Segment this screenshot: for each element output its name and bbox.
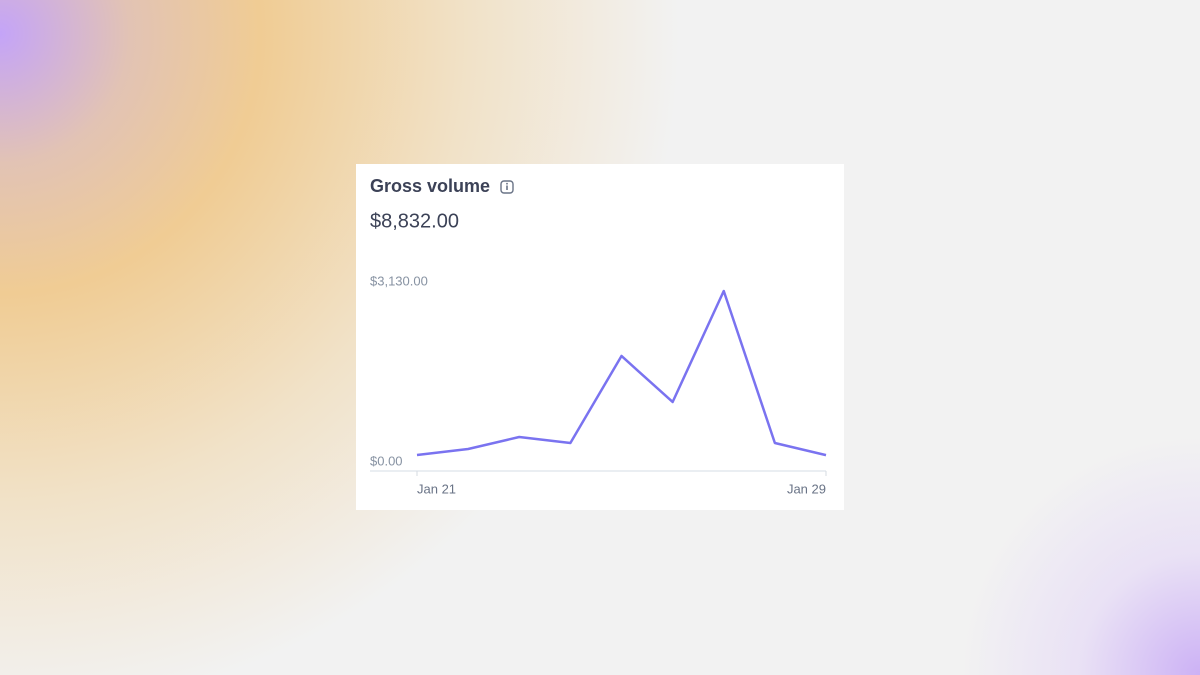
x-tick-label: Jan 29 — [787, 481, 826, 496]
x-tick-label: Jan 21 — [417, 481, 456, 496]
card-title: Gross volume — [370, 176, 490, 196]
y-tick-label: $0.00 — [370, 453, 403, 468]
y-tick-label: $3,130.00 — [370, 273, 428, 288]
info-icon[interactable] — [500, 180, 514, 194]
total-value: $8,832.00 — [370, 210, 459, 232]
data-line — [416, 289, 827, 457]
